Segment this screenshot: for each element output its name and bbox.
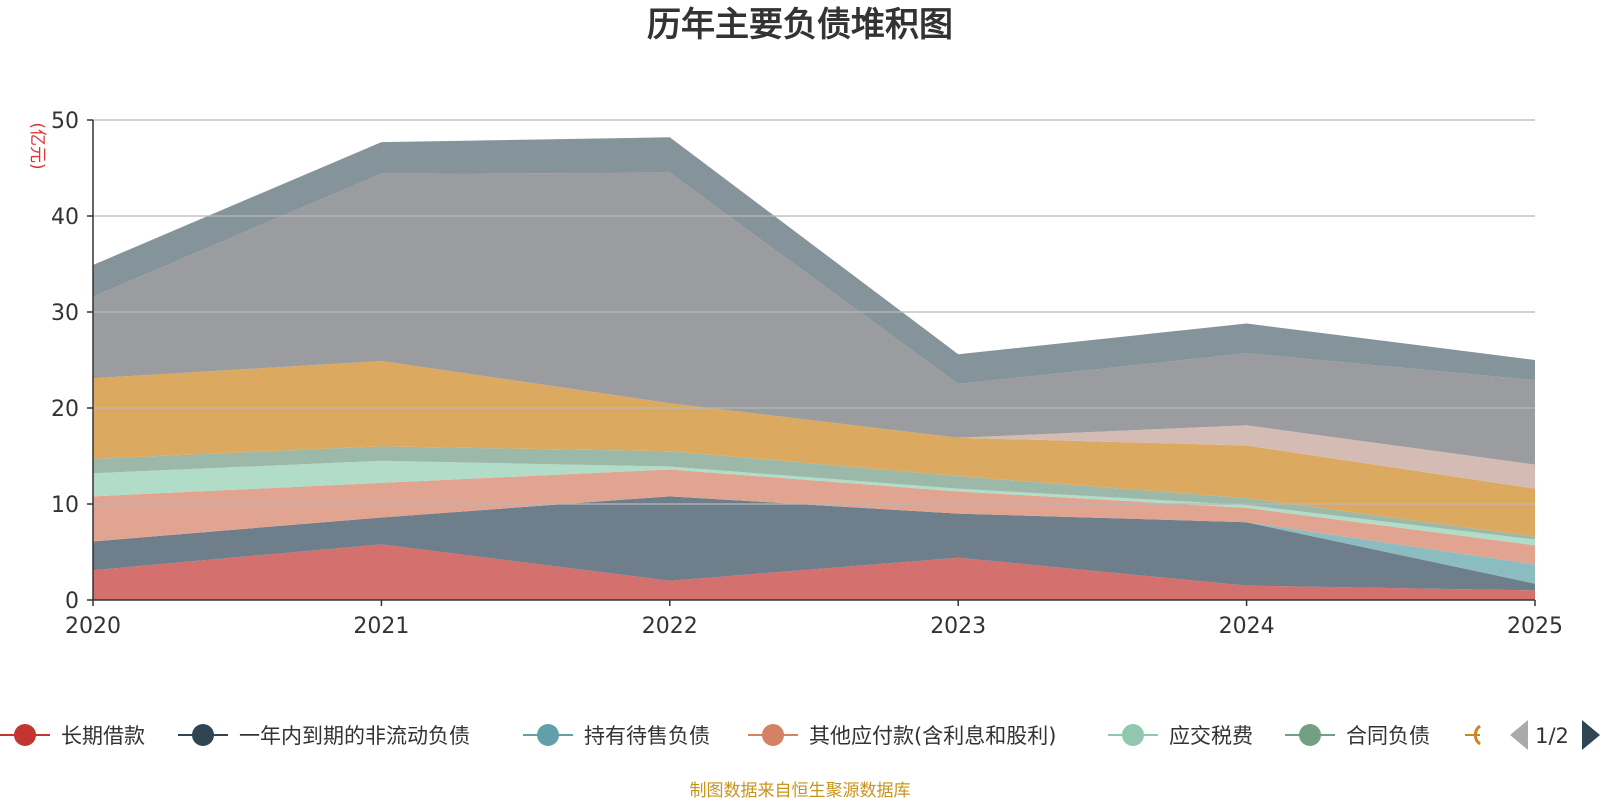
area-series-5 [93,446,1535,540]
y-tick-label: 10 [51,493,79,518]
legend-marker-icon [14,724,36,746]
y-tick-label: 30 [51,301,79,326]
legend-marker-icon [1122,724,1144,746]
y-tick-label: 50 [51,109,79,134]
y-tick-label: 40 [51,205,79,230]
x-tick-label: 2021 [353,614,409,639]
area-series-8 [93,172,1535,465]
legend-item[interactable]: 其他应付款(含利息和股利) [748,724,1056,748]
legend-prev-icon[interactable] [1510,720,1528,750]
chart-title: 历年主要负债堆积图 [647,5,953,45]
legend-item[interactable]: 合同负债 [1285,724,1430,748]
x-tick-label: 2022 [642,614,698,639]
legend-label: 其他应付款(含利息和股利) [809,724,1056,748]
legend-item[interactable]: 持有待售负债 [523,724,710,748]
area-series-0 [93,544,1535,600]
y-tick-label: 0 [65,589,79,614]
area-series-1 [93,496,1535,591]
legend-marker-icon [192,724,214,746]
legend-marker-icon [537,724,559,746]
area-series-3 [93,469,1535,565]
areas [93,119,1535,600]
legend-label: 应交税费 [1169,724,1253,748]
legend-label: 合同负债 [1346,724,1430,748]
area-series-4 [93,460,1535,546]
x-tick-label: 2023 [930,614,986,639]
legend-next-icon[interactable] [1582,720,1600,750]
legend-marker-icon [762,724,784,746]
legend-item[interactable]: 应交税费 [1108,724,1253,748]
axes: 0 10 20 30 40 50 2020 2021 2022 2023 2024 2025 [51,109,1563,639]
y-tick-label: 20 [51,397,79,422]
legend-marker-icon [1299,724,1321,746]
area-series-6 [93,360,1535,537]
x-tick-label: 2024 [1219,614,1275,639]
legend-label: 一年内到期的非流动负债 [239,724,470,748]
legend-item[interactable]: 一年内到期的非流动负债 [178,724,470,748]
x-tick-label: 2020 [65,614,121,639]
legend-marker-icon [1473,724,1481,746]
data-source-note: 制图数据来自恒生聚源数据库 [689,781,911,801]
legend-label: 持有待售负债 [584,724,710,748]
x-tick-label: 2025 [1507,614,1563,639]
legend[interactable]: 长期借款 一年内到期的非流动负债 持有待售负债 其他应付款(含利息和股利) 应交税费 合同… [0,720,1600,750]
legend-label: 长期借款 [61,724,145,748]
area-series-9 [93,137,1535,384]
y-axis-label: (亿元) [27,122,47,169]
legend-page-indicator: 1/2 [1535,724,1569,748]
legend-item[interactable]: 长期借款 [0,724,145,748]
